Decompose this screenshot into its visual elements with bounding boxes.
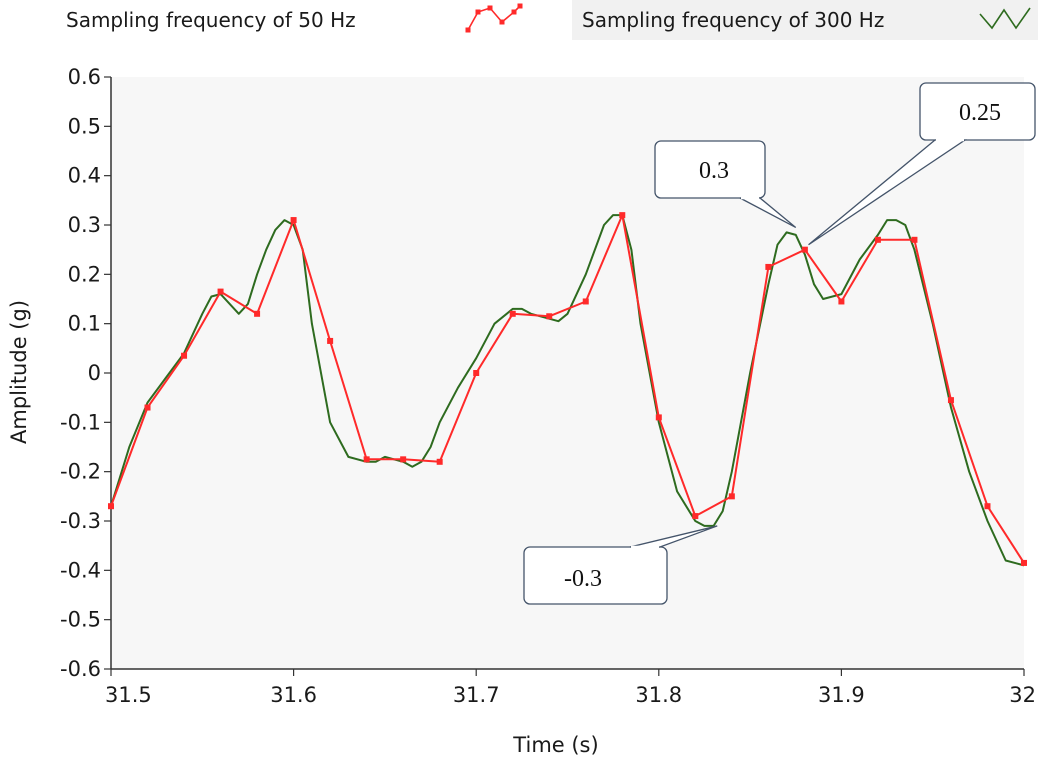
data-point: [692, 513, 699, 520]
data-point: [655, 414, 662, 421]
legend-line: [979, 7, 1031, 30]
x-tick-label: 31.6: [270, 683, 317, 707]
callout: 0.3: [654, 140, 797, 229]
data-point: [254, 310, 261, 317]
data-point: [327, 337, 334, 344]
y-tick-label: -0.2: [60, 460, 101, 484]
callout: -0.3: [523, 525, 718, 605]
x-tick-label: 31.9: [818, 683, 865, 707]
y-tick-label: -0.1: [60, 410, 101, 434]
data-point: [436, 458, 443, 465]
data-point: [181, 352, 188, 359]
y-tick-label: 0.4: [68, 164, 101, 188]
legend: Sampling frequency of 50 Hz Sampling fre…: [58, 0, 1038, 40]
data-point: [619, 212, 626, 219]
x-tick-label: 32: [1009, 683, 1036, 707]
data-point: [984, 503, 991, 510]
y-tick-label: -0.6: [60, 657, 101, 681]
y-tick-label: 0.5: [68, 114, 101, 138]
data-point: [144, 404, 151, 411]
data-point: [509, 310, 516, 317]
callout-label: 0.25: [959, 100, 1001, 126]
x-tick-label: 31.8: [635, 683, 682, 707]
legend-marker: [465, 27, 471, 33]
legend-marker: [487, 5, 493, 11]
series-line-sampling-frequency-of-50-hz: [110, 214, 1025, 564]
legend-label-300hz: Sampling frequency of 300 Hz: [582, 8, 884, 32]
callout-box: [654, 140, 766, 199]
legend-marker: [499, 19, 505, 25]
y-tick-label: 0: [88, 361, 101, 385]
data-point: [582, 298, 589, 305]
data-point: [801, 246, 808, 253]
data-point: [400, 456, 407, 463]
axes: [104, 76, 1025, 676]
data-point: [546, 313, 553, 320]
data-point: [363, 456, 370, 463]
data-point: [1021, 559, 1027, 566]
green-line-icon: [979, 7, 1031, 30]
red-line-with-markers-icon: [465, 3, 523, 33]
data-point: [217, 288, 224, 295]
data-point: [473, 370, 480, 376]
y-tick-label: -0.4: [60, 558, 101, 582]
y-tick-labels: 0.6 0.5 0.4 0.3 0.2 0.1 0 -0.1 -0.2 -0.3 -0.4 -0.5 -…: [60, 65, 101, 681]
data-point: [290, 217, 297, 224]
y-tick-label: 0.6: [68, 65, 101, 89]
callouts: 0.3 0.25 -0.3: [523, 82, 1036, 605]
x-tick-label: 31.7: [453, 683, 500, 707]
y-tick-label: 0.3: [68, 213, 101, 237]
legend-box-300hz: [572, 0, 1038, 40]
data-point: [728, 493, 735, 500]
data-point: [911, 236, 918, 243]
x-tick-labels: 31.5 31.6 31.7 31.8 31.9 32: [105, 683, 1036, 707]
y-tick-label: -0.3: [60, 509, 101, 533]
callout-label: -0.3: [564, 566, 602, 592]
callout-label: 0.3: [699, 158, 729, 184]
data-point: [874, 236, 881, 243]
y-tick-label: 0.1: [68, 312, 101, 336]
legend-label-50hz: Sampling frequency of 50 Hz: [66, 8, 356, 32]
callout-box: [523, 546, 668, 605]
y-axis-title: Amplitude (g): [7, 300, 31, 444]
callout: 0.25: [808, 82, 1036, 246]
x-axis-title: Time (s): [512, 733, 598, 757]
data-point: [947, 397, 954, 404]
data-point: [765, 263, 772, 270]
legend-box-50hz: [58, 0, 530, 40]
data-point: [838, 298, 845, 305]
callout-box: [919, 82, 1036, 141]
legend-marker: [511, 9, 517, 15]
series-lines: [108, 212, 1027, 567]
legend-marker: [517, 3, 523, 9]
data-point: [108, 503, 114, 510]
legend-marker: [475, 9, 481, 15]
y-tick-label: -0.5: [60, 608, 101, 632]
series-line-sampling-frequency-of-300-hz: [110, 214, 1025, 567]
x-tick-label: 31.5: [105, 683, 152, 707]
y-tick-label: 0.2: [68, 262, 101, 286]
